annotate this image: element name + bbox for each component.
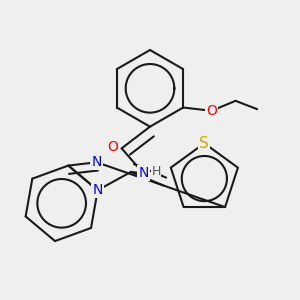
Text: H: H (151, 165, 161, 178)
Text: O: O (206, 104, 217, 118)
Text: O: O (107, 140, 118, 154)
Text: N: N (92, 183, 103, 197)
Text: S: S (200, 136, 209, 151)
Text: N: N (92, 155, 102, 169)
Text: N: N (138, 166, 148, 180)
